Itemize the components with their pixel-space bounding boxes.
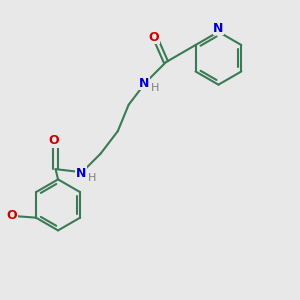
- Text: O: O: [149, 31, 160, 44]
- Text: N: N: [139, 77, 149, 90]
- Text: O: O: [49, 134, 59, 147]
- Text: O: O: [6, 209, 17, 222]
- Text: H: H: [151, 83, 159, 93]
- Text: N: N: [213, 22, 224, 34]
- Text: N: N: [76, 167, 86, 180]
- Text: H: H: [88, 173, 96, 183]
